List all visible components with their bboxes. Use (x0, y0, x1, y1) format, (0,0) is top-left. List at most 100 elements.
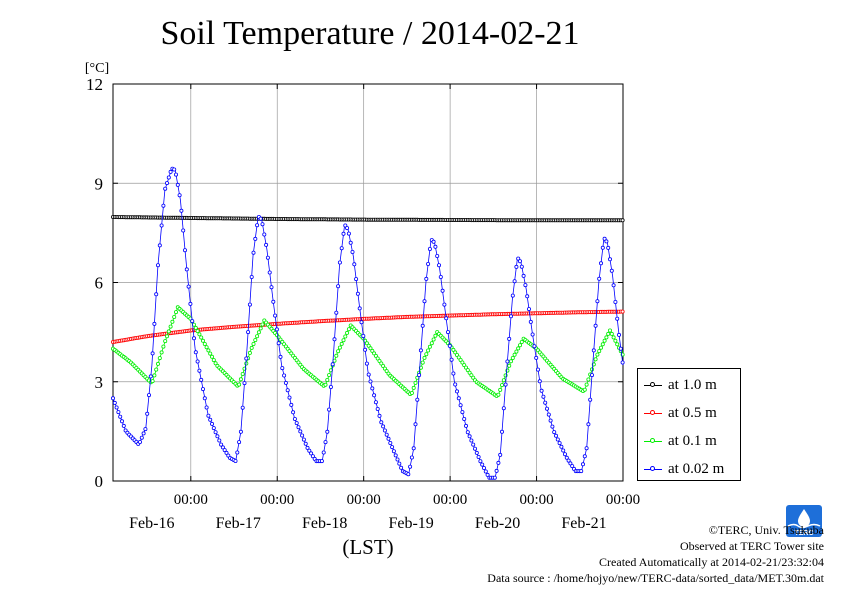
series-point-3 (426, 261, 431, 266)
series-point-2 (508, 359, 513, 364)
series-point-3 (233, 458, 238, 463)
series-point-3 (172, 167, 177, 172)
series-point-2 (593, 357, 598, 362)
series-point-3 (150, 351, 155, 356)
series-point-3 (539, 388, 544, 393)
series-point-3 (163, 186, 168, 191)
series-point-3 (433, 244, 438, 249)
series-point-2 (346, 327, 351, 332)
series-point-3 (415, 397, 420, 402)
series-point-3 (177, 193, 182, 198)
series-point-3 (408, 464, 413, 469)
series-point-3 (436, 263, 441, 268)
series-point-2 (336, 349, 341, 354)
x-date-label: Feb-19 (388, 515, 433, 532)
series-point-2 (334, 353, 339, 358)
legend-label: at 1.0 m (668, 377, 717, 393)
observed-text: Observed at TERC Tower site (679, 539, 824, 553)
series-point-3 (588, 397, 593, 402)
series-point-3 (190, 319, 195, 324)
series-point-2 (514, 349, 519, 354)
series-point-3 (112, 400, 117, 405)
series-point-3 (217, 438, 222, 443)
series-point-3 (370, 386, 375, 391)
series-point-2 (606, 331, 611, 336)
series-point-3 (563, 452, 568, 457)
series-point-2 (161, 344, 166, 349)
series-point-3 (334, 310, 339, 315)
series-point-3 (240, 405, 245, 410)
series-point-3 (615, 316, 620, 321)
series-point-3 (456, 396, 461, 401)
legend: at 1.0 m at 0.5 m at 0.1 m at 0.02 m (637, 368, 741, 481)
series-point-3 (552, 430, 557, 435)
series-point-3 (222, 448, 227, 453)
series-point-3 (294, 421, 299, 426)
series-point-2 (519, 339, 524, 344)
series-point-3 (355, 291, 360, 296)
series-point-3 (337, 260, 342, 265)
series-point-3 (463, 423, 468, 428)
series-point-3 (536, 367, 541, 372)
series-point-3 (249, 274, 254, 279)
series-point-3 (111, 396, 116, 401)
series-point-2 (429, 341, 434, 346)
series-point-2 (453, 350, 458, 355)
series-point-2 (164, 334, 169, 339)
series-point-3 (148, 374, 153, 379)
series-point-3 (519, 264, 524, 269)
series-point-3 (447, 343, 452, 348)
terc-logo-icon: TERC (786, 505, 822, 537)
series-point-3 (173, 172, 178, 177)
series-point-2 (501, 378, 506, 383)
series-point-3 (608, 257, 613, 262)
series-point-3 (417, 373, 422, 378)
series-point-3 (418, 348, 423, 353)
series-point-3 (514, 264, 519, 269)
series-point-3 (208, 417, 213, 422)
series-point-3 (395, 457, 400, 462)
series-point-3 (253, 236, 258, 241)
series-point-3 (611, 283, 616, 288)
series-point-2 (600, 342, 605, 347)
series-point-3 (330, 362, 335, 367)
series-point-3 (505, 359, 510, 364)
series-point-2 (206, 348, 211, 353)
series-point-3 (197, 368, 202, 373)
series-point-3 (386, 436, 391, 441)
series-point-3 (154, 292, 159, 297)
series-point-3 (471, 442, 476, 447)
legend-swatch (644, 407, 662, 419)
series-point-3 (146, 393, 151, 398)
series-point-3 (411, 446, 416, 451)
series-point-3 (264, 242, 269, 247)
series-point-3 (523, 283, 528, 288)
series-point-3 (393, 453, 398, 458)
series-point-3 (527, 307, 532, 312)
series-point-3 (384, 432, 389, 437)
x-date-label: Feb-21 (561, 515, 606, 532)
y-tick-label: 9 (95, 174, 104, 193)
series-point-3 (379, 420, 384, 425)
series-point-3 (247, 302, 252, 307)
series-point-2 (597, 349, 602, 354)
x-date-label: Feb-20 (475, 515, 520, 532)
x-axis-label: (LST) (342, 535, 393, 559)
series-point-3 (460, 410, 465, 415)
series-point-2 (238, 377, 243, 382)
series-point-2 (256, 330, 261, 335)
series-point-3 (546, 412, 551, 417)
series-point-3 (157, 243, 162, 248)
series-point-3 (564, 455, 569, 460)
series-point-3 (199, 377, 204, 382)
series-point-3 (120, 419, 125, 424)
series-point-2 (240, 371, 245, 376)
series-point-3 (161, 203, 166, 208)
series-point-3 (521, 273, 526, 278)
series-point-3 (309, 451, 314, 456)
series-point-2 (496, 392, 501, 397)
series-point-3 (366, 372, 371, 377)
series-point-3 (510, 293, 515, 298)
series-point-3 (485, 472, 490, 477)
x-tick-time-label: 00:00 (433, 492, 467, 508)
